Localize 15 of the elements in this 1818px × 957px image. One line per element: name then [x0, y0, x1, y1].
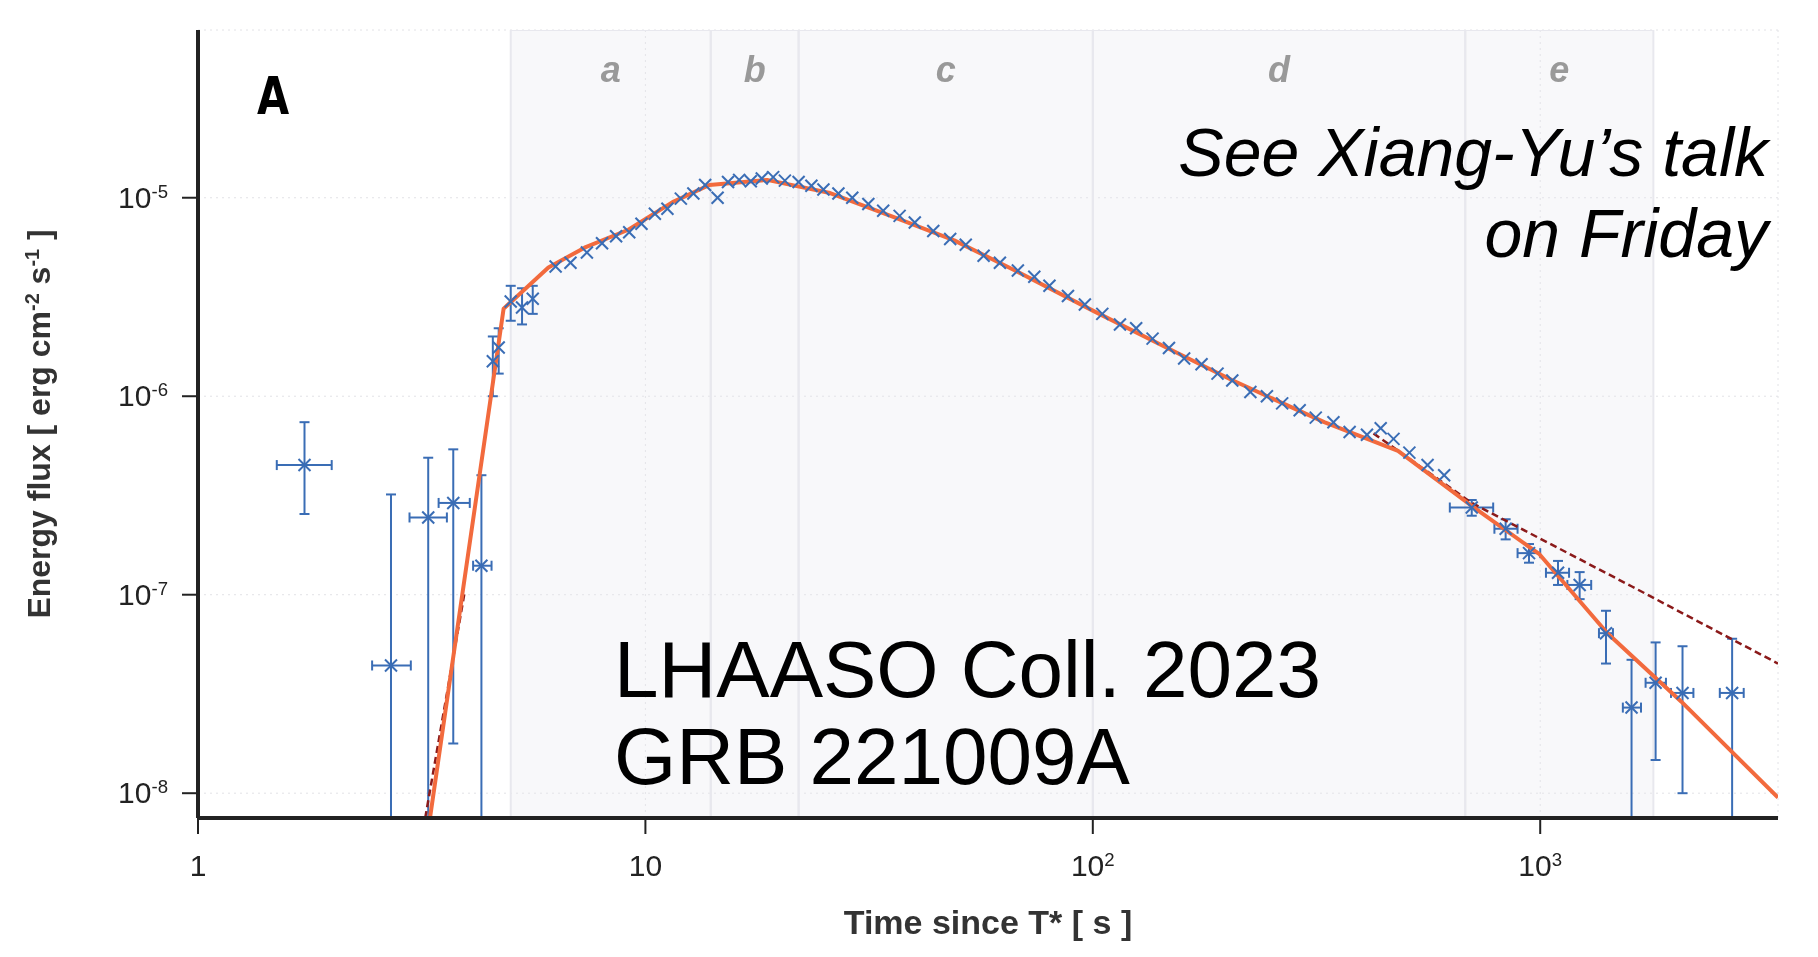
y-tick-label: 10$^{-8}$: [118, 775, 168, 810]
x-tick-label: 1: [189, 849, 207, 882]
band-label: b: [743, 48, 766, 90]
band-label: d: [1268, 48, 1292, 90]
x-tick-label: 10$^{2}$: [1070, 848, 1115, 882]
y-tick-label: 10$^{-5}$: [118, 180, 168, 214]
y-tick-label: 10$^{-7}$: [118, 577, 168, 611]
x-tick-label: 10$^{3}$: [1518, 848, 1563, 882]
x-axis-title: Time since T* [ s ]: [843, 903, 1133, 941]
annotation: A: [257, 66, 290, 126]
y-tick-label: 10$^{-6}$: [118, 378, 168, 413]
band-label: e: [1549, 48, 1570, 90]
band-label: a: [600, 48, 621, 90]
x-tick-label: 10: [628, 849, 663, 882]
band-label: c: [935, 48, 956, 90]
